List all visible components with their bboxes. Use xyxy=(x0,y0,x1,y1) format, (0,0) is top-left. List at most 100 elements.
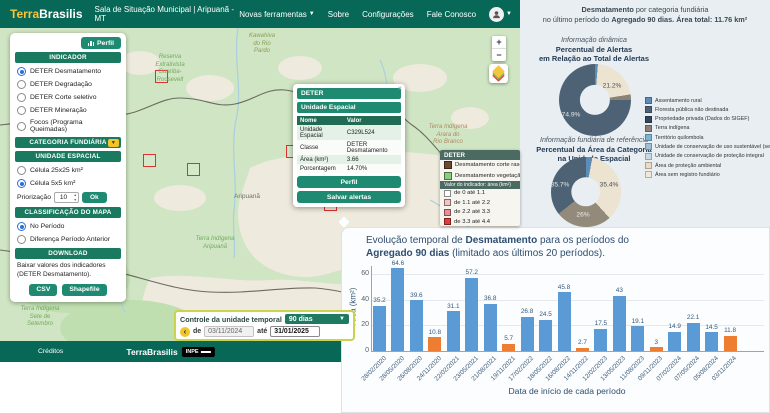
radio-label: Focos (Programa Queimadas) xyxy=(30,119,83,133)
to-date-input[interactable]: 31/01/2025 xyxy=(270,326,321,337)
previous-period-button[interactable]: ‹ xyxy=(180,326,190,337)
legend-label: Unidade de conservação de uso sustentáve… xyxy=(655,143,770,150)
pie-percent-label: 26% xyxy=(576,211,590,219)
bar[interactable] xyxy=(446,311,460,351)
bar-value-label: 14.9 xyxy=(668,323,681,331)
legend-label: de 1.1 até 2.2 xyxy=(454,199,491,206)
alert-cell[interactable] xyxy=(155,70,168,83)
radio-deter-mineracao[interactable]: DETER Mineração xyxy=(17,106,121,115)
radio-icon xyxy=(17,222,26,231)
table-row: Classe DETER Desmatamento xyxy=(297,140,401,155)
temporal-chart-panel: Evolução temporal de Desmatamento para o… xyxy=(341,227,770,413)
radio-icon xyxy=(17,80,26,89)
bar-value-label: 26.8 xyxy=(520,308,534,316)
legend-swatch xyxy=(645,134,652,142)
section-categoria-fundiaria: CATEGORIA FUNDIÁRIA ▼ xyxy=(15,137,121,148)
nav-configuracoes[interactable]: Configurações xyxy=(362,9,414,19)
bar[interactable] xyxy=(723,335,737,351)
layers-button[interactable] xyxy=(489,64,508,83)
legend-label: Área sem registro fundiário xyxy=(655,171,720,178)
alert-cell[interactable] xyxy=(187,163,200,176)
page-title: Sala de Situação Municipal | Aripuanã - … xyxy=(94,5,235,23)
bar[interactable] xyxy=(575,347,589,351)
radio-deter-corte-seletivo[interactable]: DETER Corte seletivo xyxy=(17,93,121,102)
zoom-in-button[interactable]: + xyxy=(496,37,502,47)
period-select[interactable]: 90 dias ▼ xyxy=(284,314,349,324)
bar[interactable] xyxy=(649,347,663,351)
area-donut-chart[interactable]: 35.4% 26% 35.7% xyxy=(551,157,621,227)
perfil-button[interactable]: Perfil xyxy=(80,37,121,49)
fundiaria-title-line2: no último período do Agregado 90 dias. Á… xyxy=(542,14,748,24)
bar[interactable] xyxy=(539,319,553,351)
section-unidade-espacial: UNIDADE ESPACIAL xyxy=(15,151,121,162)
legend-label: de 0 até 1.1 xyxy=(454,190,486,197)
radio-diferenca-periodo-anterior[interactable]: Diferença Período Anterior xyxy=(17,235,121,244)
categoria-legend-item-territorio-quilombola: Território quilombola xyxy=(645,134,770,142)
alert-cell[interactable] xyxy=(143,154,156,167)
to-label: até xyxy=(257,328,268,335)
radio-icon xyxy=(17,179,26,188)
credits-link[interactable]: Créditos xyxy=(38,348,64,355)
bar[interactable] xyxy=(483,303,497,351)
table-cell: Unidade Espacial xyxy=(300,126,323,139)
table-row: Porcentagem 14.70% xyxy=(297,164,401,173)
priorizacao-ok-button[interactable]: Ok xyxy=(82,192,107,203)
radio-focos-programa-queimadas[interactable]: Focos (Programa Queimadas) xyxy=(17,119,121,133)
bar[interactable] xyxy=(631,326,645,351)
radio-label: DETER Corte seletivo xyxy=(30,94,97,101)
pie-percent-label: 74.9% xyxy=(561,111,581,119)
table-cell: DETER Desmatamento xyxy=(346,141,388,154)
radio-icon xyxy=(17,235,26,244)
categoria-dropdown-button[interactable]: ▼ xyxy=(108,138,119,147)
bar[interactable] xyxy=(373,305,386,351)
zoom-out-button[interactable]: − xyxy=(492,48,506,61)
table-cell: Porcentagem xyxy=(300,165,336,172)
map-zoom-control: + − xyxy=(492,36,506,61)
legend-swatch xyxy=(444,218,451,226)
bar[interactable] xyxy=(465,277,479,351)
bar[interactable] xyxy=(686,322,700,351)
section-download: DOWNLOAD xyxy=(15,248,121,259)
bar-value-label: 5.7 xyxy=(504,335,514,343)
legend-swatch xyxy=(444,199,451,207)
radio-no-periodo[interactable]: No Período xyxy=(17,222,121,231)
table-cell: C329L524 xyxy=(346,129,375,136)
bar[interactable] xyxy=(668,331,682,351)
bar[interactable] xyxy=(409,300,423,351)
app-logo[interactable]: TerraBrasilis xyxy=(10,7,83,21)
priorizacao-stepper[interactable]: 10 ▲ ▼ xyxy=(54,192,79,203)
from-date-input[interactable]: 03/11/2024 xyxy=(204,326,255,337)
map-label-terra-indigena: Terra Indígena Aripuanã xyxy=(195,236,235,250)
bar[interactable] xyxy=(502,343,516,351)
radio-label: DETER Degradação xyxy=(30,81,92,88)
radio-icon xyxy=(17,106,26,115)
bar[interactable] xyxy=(428,337,442,351)
bar[interactable] xyxy=(594,328,608,351)
shapefile-button[interactable]: Shapefile xyxy=(62,283,107,296)
salvar-alertas-button[interactable]: Salvar alertas xyxy=(297,191,401,203)
radio-label: Célula 5x5 km² xyxy=(30,180,76,187)
nav-sobre[interactable]: Sobre xyxy=(327,9,350,19)
bar[interactable] xyxy=(705,332,719,351)
radio-deter-degradacao[interactable]: DETER Degradação xyxy=(17,80,121,89)
legend-item-desmatamento-vegetacao: Desmatamento vegetação xyxy=(440,170,520,180)
bar[interactable] xyxy=(612,295,626,351)
csv-button[interactable]: CSV xyxy=(29,283,58,296)
bar[interactable] xyxy=(520,316,534,351)
nav-fale-conosco[interactable]: Fale Conosco xyxy=(426,9,477,19)
bar[interactable] xyxy=(557,292,571,351)
bar[interactable] xyxy=(391,268,405,351)
user-menu[interactable]: ▼ xyxy=(489,6,512,22)
radio-celula-25x25-km[interactable]: Célula 25x25 km² xyxy=(17,166,121,175)
radio-celula-5x5-km[interactable]: Célula 5x5 km² xyxy=(17,179,121,188)
alertas-donut-chart[interactable]: 21.2% 74.9% xyxy=(559,64,631,136)
popup-perfil-button[interactable]: Perfil xyxy=(297,176,401,188)
stepper-arrows-icon[interactable]: ▲ ▼ xyxy=(73,193,77,202)
gridline xyxy=(372,274,764,276)
close-icon[interactable]: × xyxy=(397,84,402,93)
legend-label: Área de proteção ambiental xyxy=(655,162,722,169)
radio-deter-desmatamento[interactable]: DETER Desmatamento xyxy=(17,67,121,76)
bar-value-label: 36.8 xyxy=(483,295,497,303)
map-footer: Créditos TerraBrasilis INPE xyxy=(0,341,341,362)
nav-novas-ferramentas[interactable]: Novas ferramentas ▼ xyxy=(239,9,315,19)
